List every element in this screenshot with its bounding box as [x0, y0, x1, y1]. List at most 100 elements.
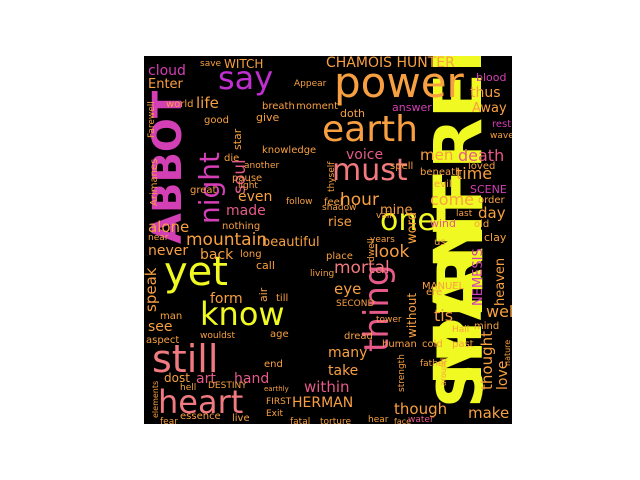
- word-destiny: DESTINY: [208, 381, 247, 391]
- word-manuel: MANUEL: [422, 281, 465, 292]
- word-hell: hell: [180, 383, 197, 393]
- word-years: years: [370, 235, 395, 245]
- word-spell: spell: [390, 161, 414, 172]
- word-herman: HERMAN: [292, 395, 354, 411]
- word-man: man: [160, 311, 183, 322]
- word-dost: dost: [164, 371, 190, 385]
- word-shadow: shadow: [322, 203, 357, 213]
- word-fatal: fatal: [290, 417, 311, 425]
- word-thus: thus: [470, 85, 501, 101]
- word-wouldst: wouldst: [200, 331, 236, 341]
- word-never: never: [148, 243, 189, 259]
- word-heaven: heaven: [493, 257, 508, 306]
- word-mountain: mountain: [186, 230, 268, 250]
- word-good: good: [204, 115, 229, 126]
- word-star: star: [231, 128, 244, 150]
- word-one: one: [380, 203, 436, 238]
- word-second: SECOND: [336, 299, 375, 309]
- word-cloud: MANFRED SPIRIT ABBOT power earth yet sti…: [144, 56, 512, 424]
- word-mine: mine: [380, 203, 413, 218]
- word-us: us: [434, 237, 446, 248]
- word-age: age: [270, 329, 289, 340]
- word-answer: answer: [392, 101, 432, 114]
- word-many: many: [328, 345, 368, 361]
- word-order: order: [478, 195, 505, 206]
- word-moment: moment: [296, 101, 339, 112]
- word-farewell: Farewell: [147, 101, 157, 138]
- word-doth: doth: [340, 107, 365, 120]
- word-earth: earth: [322, 109, 418, 150]
- word-chamois-hunter: CHAMOIS HUNTER: [326, 56, 455, 71]
- word-still: still: [152, 337, 219, 381]
- word-call: call: [256, 259, 275, 272]
- word-mortal: mortal: [334, 258, 390, 278]
- word-breath: breath: [262, 101, 295, 112]
- word-living: living: [310, 269, 335, 279]
- word-knowledge: knowledge: [262, 145, 317, 156]
- word-nature: nature: [503, 339, 512, 366]
- word-appear: Appear: [294, 79, 327, 89]
- word-long: long: [240, 249, 262, 260]
- word-nemesis: NEMESIS: [471, 248, 486, 306]
- word-near: near: [148, 233, 169, 243]
- word-vain: vain: [376, 211, 396, 221]
- word-scene: SCENE: [470, 183, 507, 196]
- word-place: place: [326, 251, 353, 262]
- word-beneath: beneath: [420, 167, 462, 178]
- word-men: men: [420, 146, 454, 164]
- word-earthly: earthly: [264, 385, 289, 393]
- word-word: word: [405, 212, 420, 244]
- word-see: see: [148, 319, 173, 335]
- word-heart: heart: [158, 383, 244, 421]
- word-save: save: [200, 59, 222, 69]
- word-even: even: [238, 189, 273, 205]
- word-arimanes: Arimanes: [149, 158, 160, 206]
- word-cloud: cloud: [148, 63, 186, 79]
- word-dread: dread: [344, 331, 373, 342]
- word-fear: fear: [160, 417, 178, 425]
- word-eye: eye: [334, 280, 362, 298]
- word-till: till: [276, 293, 289, 304]
- word-thought: thought: [478, 331, 496, 390]
- word-clay: clay: [484, 231, 507, 244]
- word-form: form: [210, 291, 243, 307]
- word-last: last: [456, 209, 473, 219]
- word-another: another: [244, 161, 280, 171]
- word-voice: voice: [346, 147, 384, 163]
- word-follow: follow: [286, 197, 313, 207]
- word-death: death: [458, 146, 505, 165]
- word-cold: cold: [422, 339, 443, 350]
- word-hour: hour: [340, 190, 379, 210]
- word-world: world: [166, 99, 194, 110]
- word-well: well: [486, 302, 512, 321]
- word-alone: alone: [148, 218, 190, 236]
- word-nothing: nothing: [222, 221, 261, 232]
- word-tower: tower: [376, 315, 402, 325]
- word-day: day: [478, 204, 506, 222]
- word-life: life: [196, 94, 219, 112]
- word-strength: strength: [397, 354, 407, 392]
- word-make: make: [468, 404, 510, 422]
- word-torture: torture: [320, 417, 352, 425]
- word-look: look: [374, 242, 410, 262]
- word-aspect: aspect: [146, 335, 180, 346]
- word-around: around: [439, 357, 448, 386]
- word-die: die: [224, 153, 240, 164]
- word-know: know: [200, 295, 285, 333]
- word-yet: yet: [164, 249, 228, 295]
- word-though: though: [394, 400, 448, 418]
- word-away: Away: [472, 101, 507, 116]
- word-time: time: [456, 164, 493, 183]
- word-father: father: [420, 359, 448, 369]
- word-say: say: [218, 59, 274, 97]
- word-power: power: [334, 58, 464, 107]
- word-water: water: [408, 415, 434, 425]
- word-rise: rise: [328, 215, 352, 230]
- word-old: old: [474, 219, 490, 230]
- word-art: art: [196, 371, 216, 387]
- word-without: without: [405, 292, 419, 338]
- word-hand: hand: [234, 371, 270, 387]
- word-wind: wind: [430, 217, 457, 230]
- word-thyself: thyself: [327, 161, 337, 192]
- word-feel: feel: [324, 197, 343, 208]
